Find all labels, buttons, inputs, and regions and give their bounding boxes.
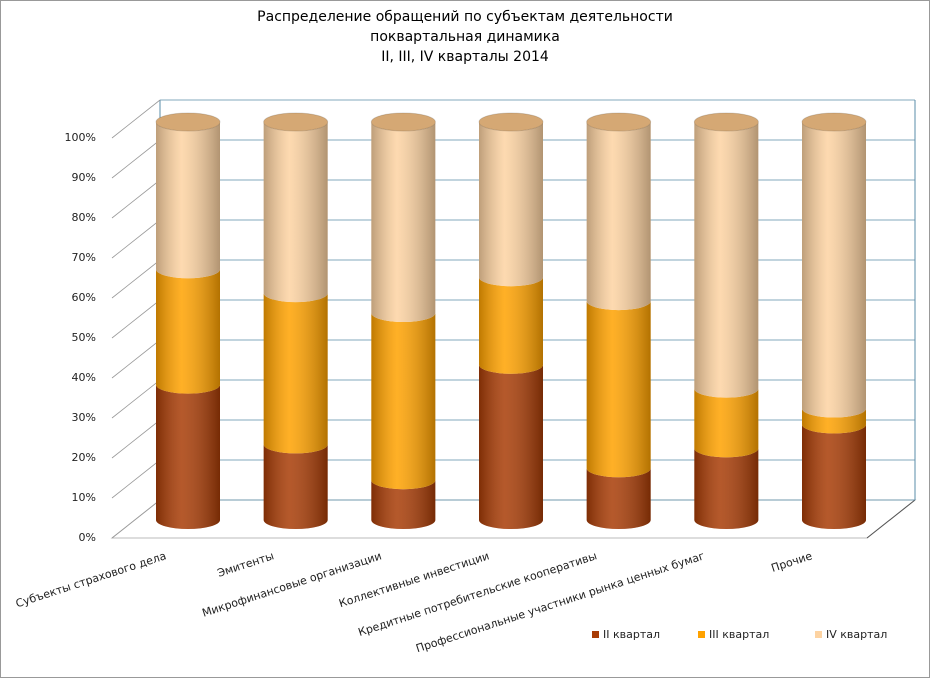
bar-shade bbox=[694, 122, 759, 398]
chart-title: II, III, IV кварталы 2014 bbox=[381, 49, 549, 65]
bar-shade bbox=[802, 408, 866, 434]
bar-shade bbox=[156, 269, 220, 394]
legend-swatch bbox=[592, 631, 599, 638]
grid-line bbox=[111, 379, 161, 419]
grid-line bbox=[111, 179, 161, 219]
bar-top bbox=[801, 112, 867, 132]
y-tick-label: 40% bbox=[72, 371, 96, 384]
y-tick-label: 0% bbox=[79, 531, 96, 544]
floor-edge bbox=[866, 499, 916, 539]
bar-shade bbox=[802, 424, 866, 529]
bar-shade bbox=[586, 122, 651, 311]
bar-shade bbox=[371, 313, 436, 490]
bar-top bbox=[155, 112, 221, 132]
legend-label: III квартал bbox=[709, 628, 769, 641]
bar-top bbox=[370, 112, 436, 132]
y-tick-label: 60% bbox=[72, 291, 96, 304]
grid-line bbox=[111, 219, 161, 259]
bar-shade bbox=[479, 277, 543, 374]
bar-shade bbox=[586, 468, 651, 529]
y-tick-label: 100% bbox=[65, 131, 96, 144]
grid-line bbox=[111, 299, 161, 339]
legend-label: IV квартал bbox=[826, 628, 887, 641]
bar-top-shade bbox=[371, 113, 436, 131]
bar-top bbox=[263, 112, 329, 132]
chart-title: поквартальная динамика bbox=[370, 29, 560, 45]
grid-line bbox=[111, 259, 161, 299]
bar-shade bbox=[802, 122, 866, 418]
bar-top-shade bbox=[802, 113, 866, 131]
bar-shade bbox=[479, 364, 543, 529]
bar-shade bbox=[479, 122, 543, 287]
legend-label: II квартал bbox=[603, 628, 660, 641]
bar-top-shade bbox=[263, 113, 328, 131]
grid-line bbox=[111, 459, 161, 499]
y-tick-label: 30% bbox=[72, 411, 96, 424]
y-tick-label: 90% bbox=[72, 171, 96, 184]
bar-top-shade bbox=[694, 113, 759, 131]
bar-top bbox=[586, 112, 652, 132]
legend-swatch bbox=[698, 631, 705, 638]
grid-line bbox=[111, 419, 161, 459]
grid-line bbox=[111, 99, 161, 139]
y-tick-label: 20% bbox=[72, 451, 96, 464]
legend-swatch bbox=[815, 631, 822, 638]
bar-shade bbox=[156, 122, 220, 279]
bar-shade bbox=[263, 293, 328, 454]
grid-line bbox=[111, 499, 161, 539]
chart-title: Распределение обращений по субъектам дея… bbox=[257, 9, 673, 25]
bar-shade bbox=[694, 388, 759, 458]
bar-shade bbox=[586, 301, 651, 478]
bar-shade bbox=[263, 122, 328, 303]
y-tick-label: 80% bbox=[72, 211, 96, 224]
y-tick-label: 50% bbox=[72, 331, 96, 344]
grid-line bbox=[111, 339, 161, 379]
y-tick-label: 10% bbox=[72, 491, 96, 504]
bar-shade bbox=[263, 444, 328, 529]
bar-top-shade bbox=[586, 113, 651, 131]
bar-shade bbox=[694, 448, 759, 529]
y-tick-label: 70% bbox=[72, 251, 96, 264]
bar-shade bbox=[371, 480, 436, 529]
bar-shade bbox=[371, 122, 436, 323]
bar-top bbox=[693, 112, 759, 132]
bar-shade bbox=[156, 384, 220, 529]
bar-top-shade bbox=[479, 113, 543, 131]
bar-top-shade bbox=[156, 113, 220, 131]
bar-top bbox=[478, 112, 544, 132]
grid-line bbox=[111, 139, 161, 179]
